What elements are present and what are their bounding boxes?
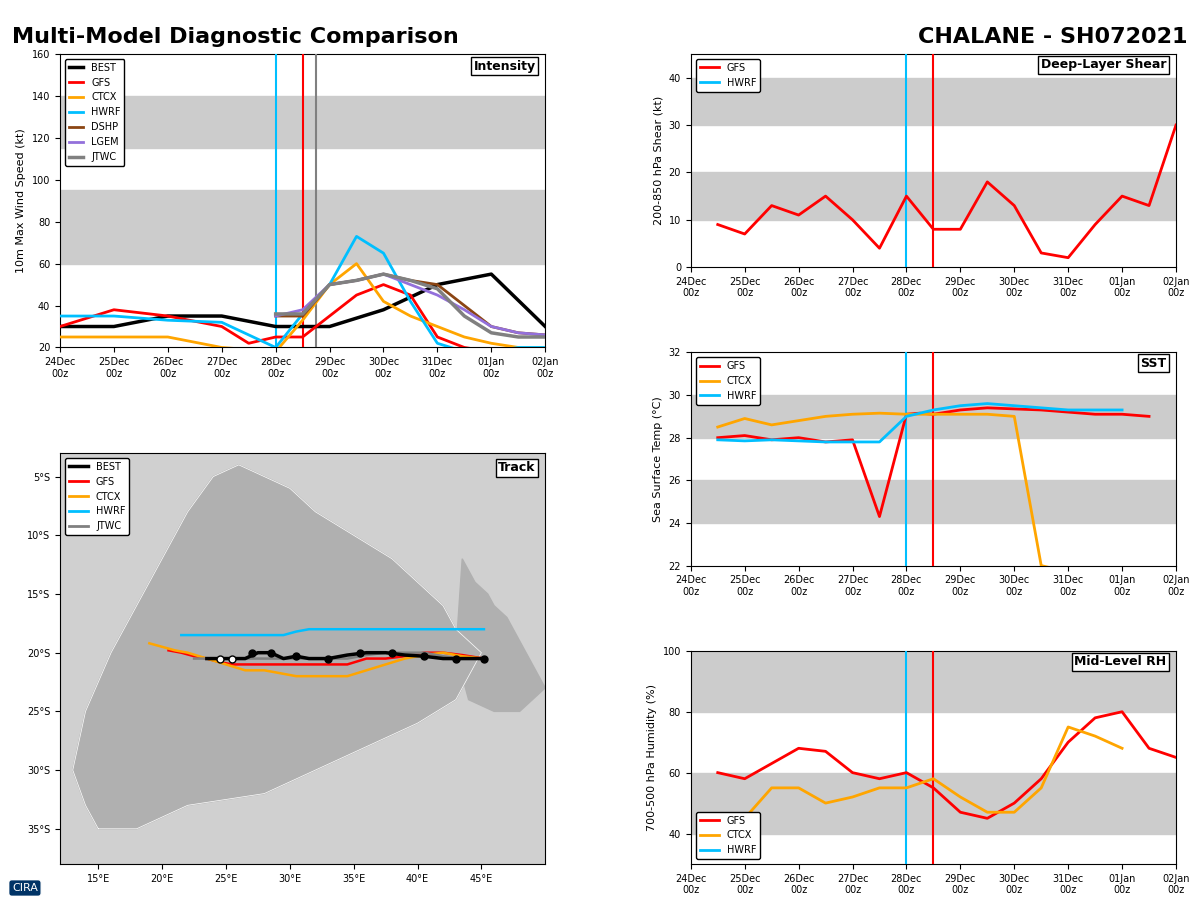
Polygon shape xyxy=(73,465,481,829)
Text: Track: Track xyxy=(498,462,535,474)
Y-axis label: 10m Max Wind Speed (kt): 10m Max Wind Speed (kt) xyxy=(17,129,26,273)
Bar xyxy=(691,481,1176,523)
Y-axis label: Sea Surface Temp (°C): Sea Surface Temp (°C) xyxy=(653,396,664,522)
Legend: GFS, CTCX, HWRF: GFS, CTCX, HWRF xyxy=(696,357,760,405)
Text: Multi-Model Diagnostic Comparison: Multi-Model Diagnostic Comparison xyxy=(12,27,458,47)
Bar xyxy=(60,190,545,264)
Text: SST: SST xyxy=(1140,356,1166,370)
Text: CHALANE - SH072021: CHALANE - SH072021 xyxy=(918,27,1188,47)
Bar xyxy=(691,173,1176,220)
Text: Mid-Level RH: Mid-Level RH xyxy=(1074,655,1166,668)
Text: Deep-Layer Shear: Deep-Layer Shear xyxy=(1040,58,1166,71)
Bar xyxy=(60,96,545,148)
Text: CIRA: CIRA xyxy=(12,883,38,893)
Polygon shape xyxy=(456,559,545,711)
Y-axis label: 700-500 hPa Humidity (%): 700-500 hPa Humidity (%) xyxy=(647,684,658,831)
Legend: GFS, CTCX, HWRF: GFS, CTCX, HWRF xyxy=(696,812,760,860)
Legend: BEST, GFS, CTCX, HWRF, JTWC: BEST, GFS, CTCX, HWRF, JTWC xyxy=(65,458,130,536)
Bar xyxy=(691,395,1176,437)
Legend: GFS, HWRF: GFS, HWRF xyxy=(696,58,760,92)
Legend: BEST, GFS, CTCX, HWRF, DSHP, LGEM, JTWC: BEST, GFS, CTCX, HWRF, DSHP, LGEM, JTWC xyxy=(65,58,125,166)
Bar xyxy=(691,651,1176,712)
Bar xyxy=(691,772,1176,833)
Text: Intensity: Intensity xyxy=(473,60,535,73)
Bar xyxy=(691,77,1176,125)
Y-axis label: 200-850 hPa Shear (kt): 200-850 hPa Shear (kt) xyxy=(653,96,664,225)
